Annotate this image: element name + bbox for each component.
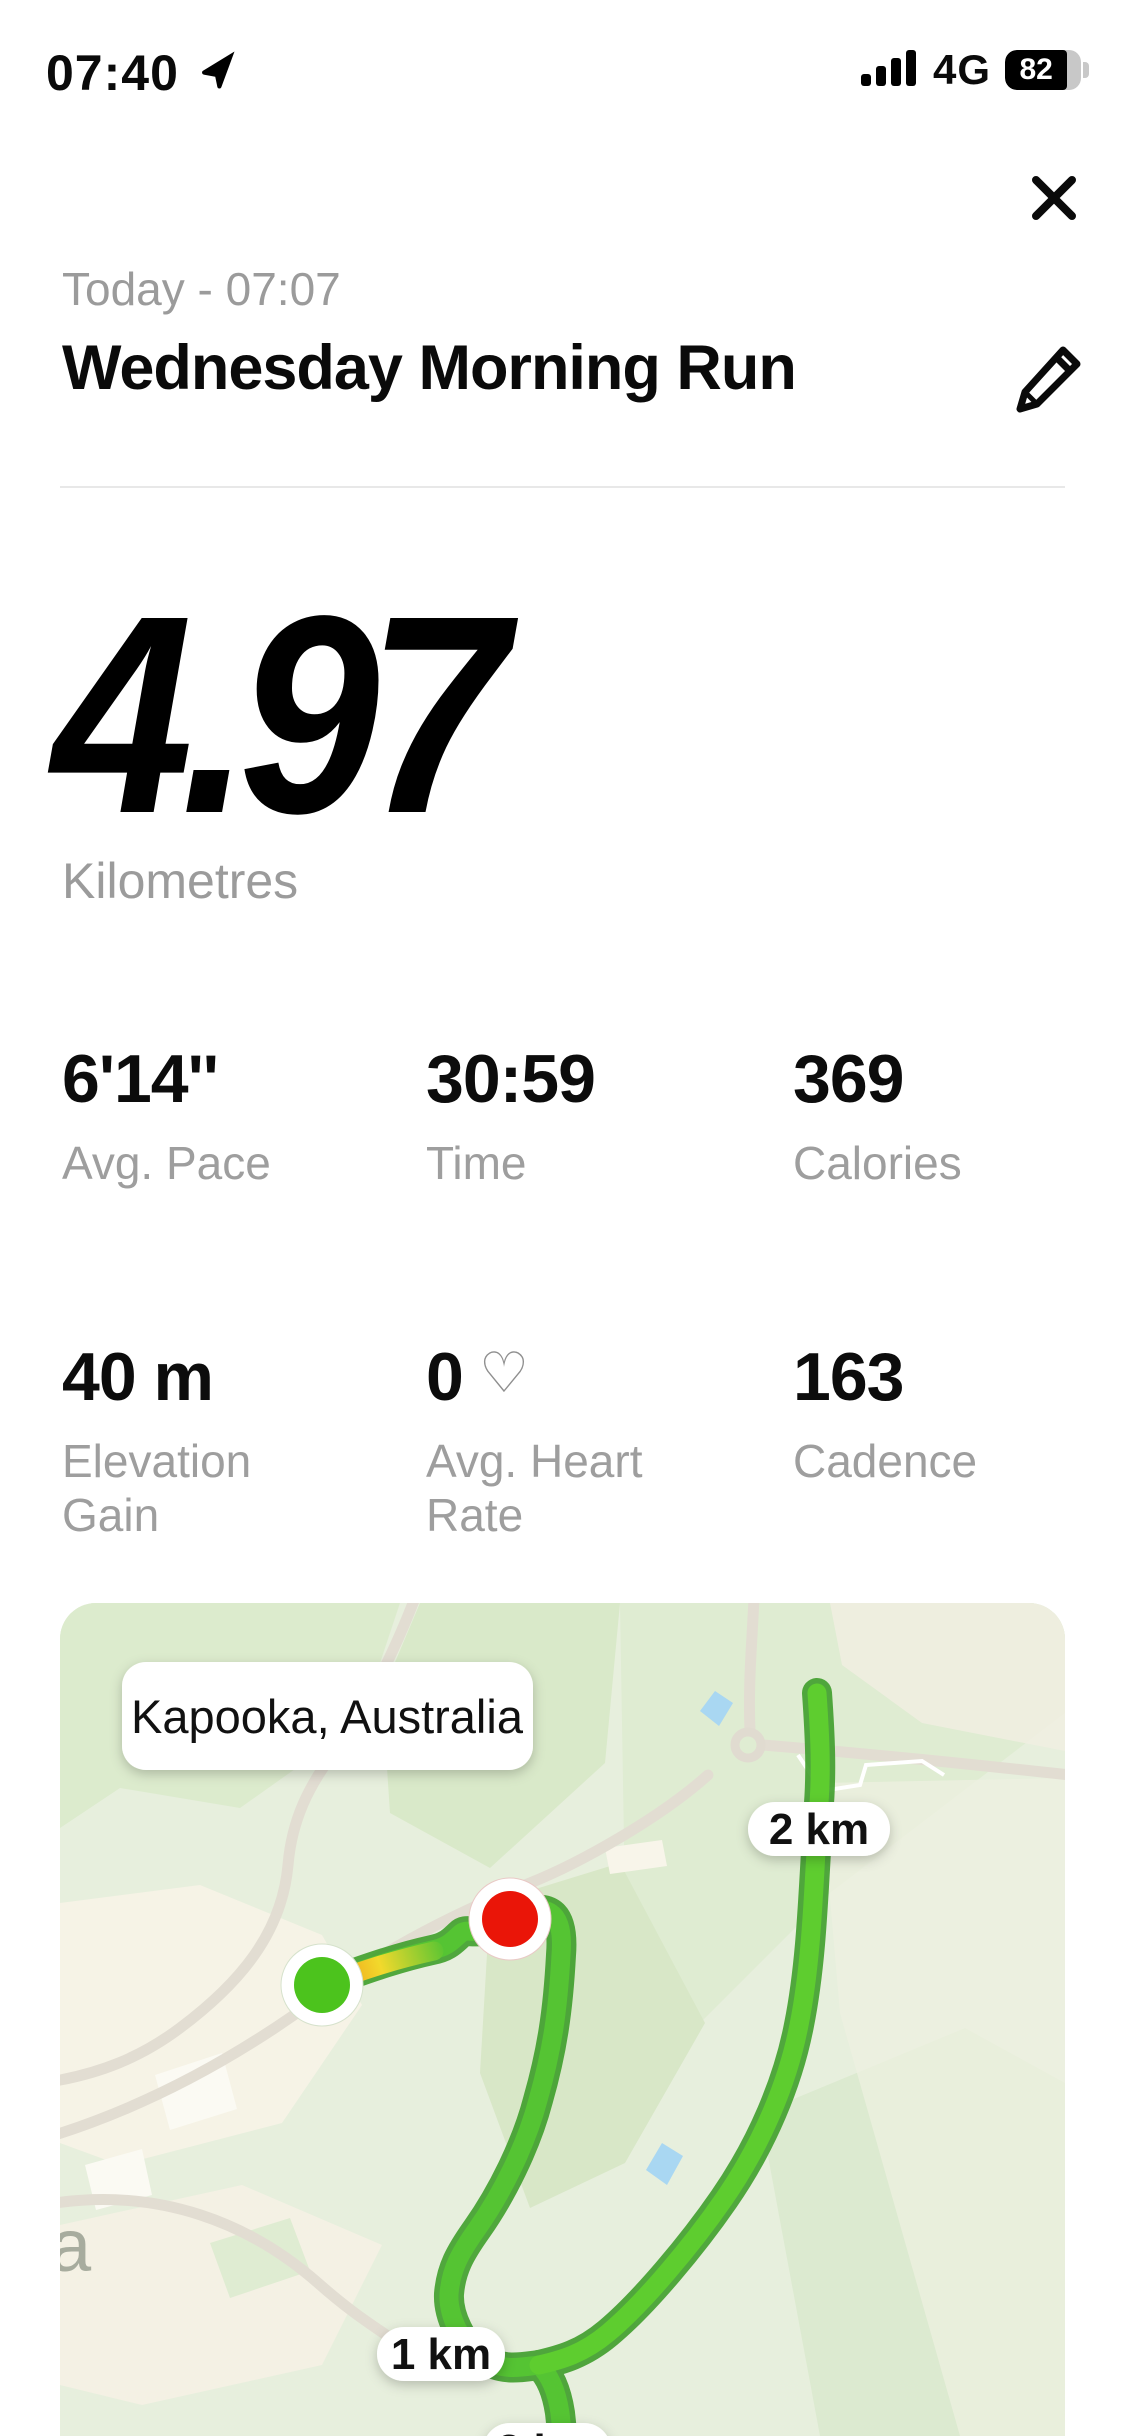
stat-label: Avg. Heart Rate <box>426 1435 643 1542</box>
stat-value: 30:59 <box>426 1041 596 1117</box>
stats-row-2: 40 m Elevation Gain 0 ♡ Avg. Heart Rate … <box>62 1338 1085 1543</box>
start-marker <box>280 1943 364 2027</box>
activity-date: Today - 07:07 <box>62 263 341 315</box>
marker-2km: 2 km <box>748 1802 890 1856</box>
stat-label: Avg. Pace <box>62 1137 271 1189</box>
battery-percent: 82 <box>1005 50 1068 90</box>
distance-unit-label: Kilometres <box>62 853 299 909</box>
status-time: 07:40 <box>46 45 179 101</box>
stat-calories: 369 Calories <box>793 1040 1085 1190</box>
map-location-label: Kapooka, Australia <box>122 1662 533 1770</box>
marker-1km: 1 km <box>377 2327 505 2381</box>
stat-cadence: 163 Cadence <box>793 1338 1085 1543</box>
stat-value: 0 <box>426 1339 464 1415</box>
signal-bars-icon <box>860 48 919 93</box>
network-type-label: 4G <box>932 46 991 93</box>
close-icon <box>1022 176 1086 234</box>
heart-outline-icon: ♡ <box>478 1341 529 1404</box>
activity-title: Wednesday Morning Run <box>62 333 797 403</box>
stats-row-1: 6'14'' Avg. Pace 30:59 Time 369 Calories <box>62 1040 1085 1190</box>
stat-elevation-gain: 40 m Elevation Gain <box>62 1338 426 1543</box>
stat-label: Elevation Gain <box>62 1435 252 1542</box>
stat-value: 6'14'' <box>62 1041 219 1117</box>
svg-text:3 km: 3 km <box>497 2426 597 2436</box>
route-map[interactable]: a 2 km 1 km <box>60 1603 1065 2436</box>
stat-time: 30:59 Time <box>426 1040 793 1190</box>
map-pond <box>700 1691 733 1726</box>
svg-text:2 km: 2 km <box>769 1805 869 1854</box>
map-roundabout <box>730 1727 766 1763</box>
stat-avg-heart-rate: 0 ♡ Avg. Heart Rate <box>426 1338 793 1543</box>
edit-title-button[interactable] <box>1013 342 1085 419</box>
map-place-fragment: a <box>60 2204 92 2287</box>
stat-label: Calories <box>793 1137 962 1189</box>
stat-value: 163 <box>793 1339 904 1415</box>
map-pond <box>646 2143 683 2185</box>
distance-value: 4.97 <box>52 557 508 872</box>
svg-text:1 km: 1 km <box>391 2330 491 2379</box>
stat-label: Cadence <box>793 1435 978 1487</box>
stat-value: 369 <box>793 1041 904 1117</box>
stat-avg-pace: 6'14'' Avg. Pace <box>62 1040 426 1190</box>
svg-text:Kapooka, Australia: Kapooka, Australia <box>131 1690 524 1743</box>
location-arrow-icon <box>196 48 238 95</box>
pencil-icon <box>1013 346 1085 418</box>
section-divider <box>60 486 1065 488</box>
marker-3km: 3 km <box>486 2423 608 2436</box>
close-button[interactable] <box>1022 166 1086 230</box>
stat-value: 40 m <box>62 1339 214 1415</box>
end-marker <box>468 1877 552 1961</box>
battery-icon: 82 <box>1005 50 1089 90</box>
status-bar: 07:40 4G 82 <box>0 44 1125 101</box>
stat-label: Time <box>426 1137 527 1189</box>
